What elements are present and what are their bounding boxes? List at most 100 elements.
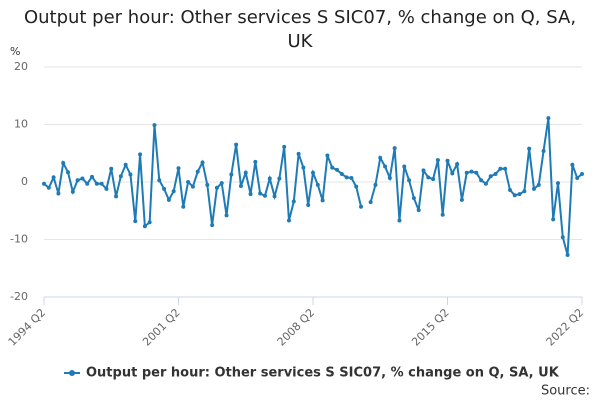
marker [138, 152, 143, 157]
x-tick-label: 1994 Q2 [6, 306, 49, 349]
marker [306, 203, 311, 207]
marker [474, 170, 479, 175]
marker [243, 170, 248, 175]
marker [291, 199, 296, 204]
marker [147, 220, 152, 225]
marker [464, 170, 469, 175]
marker [402, 164, 407, 169]
marker [416, 208, 421, 213]
marker [344, 175, 349, 180]
marker [104, 186, 109, 191]
marker [66, 170, 71, 175]
marker [262, 193, 267, 198]
source: Source: [541, 384, 590, 399]
marker [80, 176, 85, 181]
marker [109, 166, 114, 171]
marker [440, 212, 445, 217]
marker [445, 158, 450, 163]
marker [450, 171, 455, 176]
marker [531, 186, 536, 191]
marker [248, 192, 253, 197]
marker [85, 181, 90, 186]
x-tick-label: 2022 Q2 [544, 306, 587, 349]
marker [311, 170, 315, 175]
marker [349, 175, 354, 180]
marker [507, 188, 512, 193]
marker [330, 165, 335, 170]
marker [99, 181, 104, 186]
legend-marker [69, 370, 75, 376]
marker [551, 217, 556, 222]
marker [325, 153, 330, 158]
marker [128, 172, 133, 177]
marker [181, 204, 186, 209]
marker [133, 219, 138, 224]
marker [90, 174, 95, 179]
marker [200, 160, 205, 165]
marker [335, 167, 340, 172]
marker [75, 178, 80, 183]
marker [541, 148, 546, 153]
marker [123, 162, 128, 167]
marker [114, 194, 119, 199]
marker [94, 181, 99, 186]
marker [503, 166, 508, 171]
marker [378, 155, 383, 160]
y-tick-label: 0 [21, 175, 28, 188]
marker [483, 181, 488, 186]
marker [277, 176, 282, 181]
marker [301, 165, 306, 170]
x-tick-label: 2001 Q2 [140, 306, 183, 349]
marker [162, 186, 167, 191]
line [43, 118, 583, 256]
y-tick-label: -20 [10, 290, 28, 303]
marker [70, 189, 75, 194]
marker [455, 162, 460, 167]
marker [431, 177, 436, 182]
marker [56, 191, 61, 196]
marker [354, 184, 359, 189]
marker [219, 181, 224, 186]
marker [118, 174, 123, 179]
marker [421, 168, 426, 173]
marker [368, 200, 373, 205]
y-tick-label: 20 [14, 60, 28, 73]
marker [359, 204, 364, 209]
marker [46, 185, 51, 190]
marker [142, 224, 147, 229]
y-tick-label: -10 [10, 233, 28, 246]
x-tick-label: 2015 Q2 [409, 306, 452, 349]
marker [527, 146, 532, 151]
marker [469, 169, 474, 174]
marker [229, 172, 234, 177]
marker [570, 162, 575, 167]
x-tick-label: 2008 Q2 [275, 306, 318, 349]
marker [387, 175, 392, 180]
marker [435, 158, 440, 163]
marker [253, 159, 258, 164]
marker [186, 180, 191, 184]
marker [234, 142, 239, 147]
marker [546, 116, 551, 121]
marker [498, 166, 503, 171]
marker [555, 181, 560, 186]
marker [195, 169, 200, 174]
marker [210, 223, 215, 228]
marker [397, 218, 402, 223]
marker [205, 182, 210, 187]
marker [373, 182, 378, 187]
marker [459, 197, 464, 202]
marker [320, 198, 325, 203]
marker [171, 189, 176, 194]
marker [339, 171, 344, 176]
marker [51, 175, 56, 180]
marker [383, 164, 388, 169]
marker [224, 213, 229, 218]
marker [296, 151, 301, 156]
marker [272, 194, 277, 199]
marker [479, 178, 484, 183]
marker [238, 184, 243, 189]
marker [157, 178, 162, 183]
